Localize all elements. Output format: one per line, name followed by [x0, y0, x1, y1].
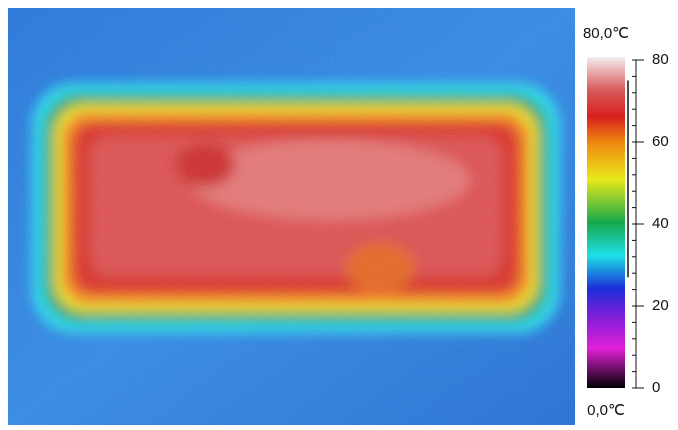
tick-label: 40 [652, 215, 669, 232]
min-label: 0,0℃ [587, 402, 625, 419]
thermal-image [8, 8, 575, 425]
max-label: 80,0℃ [583, 25, 629, 42]
tick-label: 60 [652, 133, 669, 150]
colorbar [587, 57, 625, 388]
tick-label: 0 [652, 379, 660, 396]
scale: 0 20 40 60 80 [628, 51, 669, 396]
tick-label: 20 [652, 297, 669, 314]
thermal-view: 80,0℃ 0,0℃ 0 20 40 60 80 [0, 0, 678, 430]
tick-label: 80 [652, 51, 669, 68]
